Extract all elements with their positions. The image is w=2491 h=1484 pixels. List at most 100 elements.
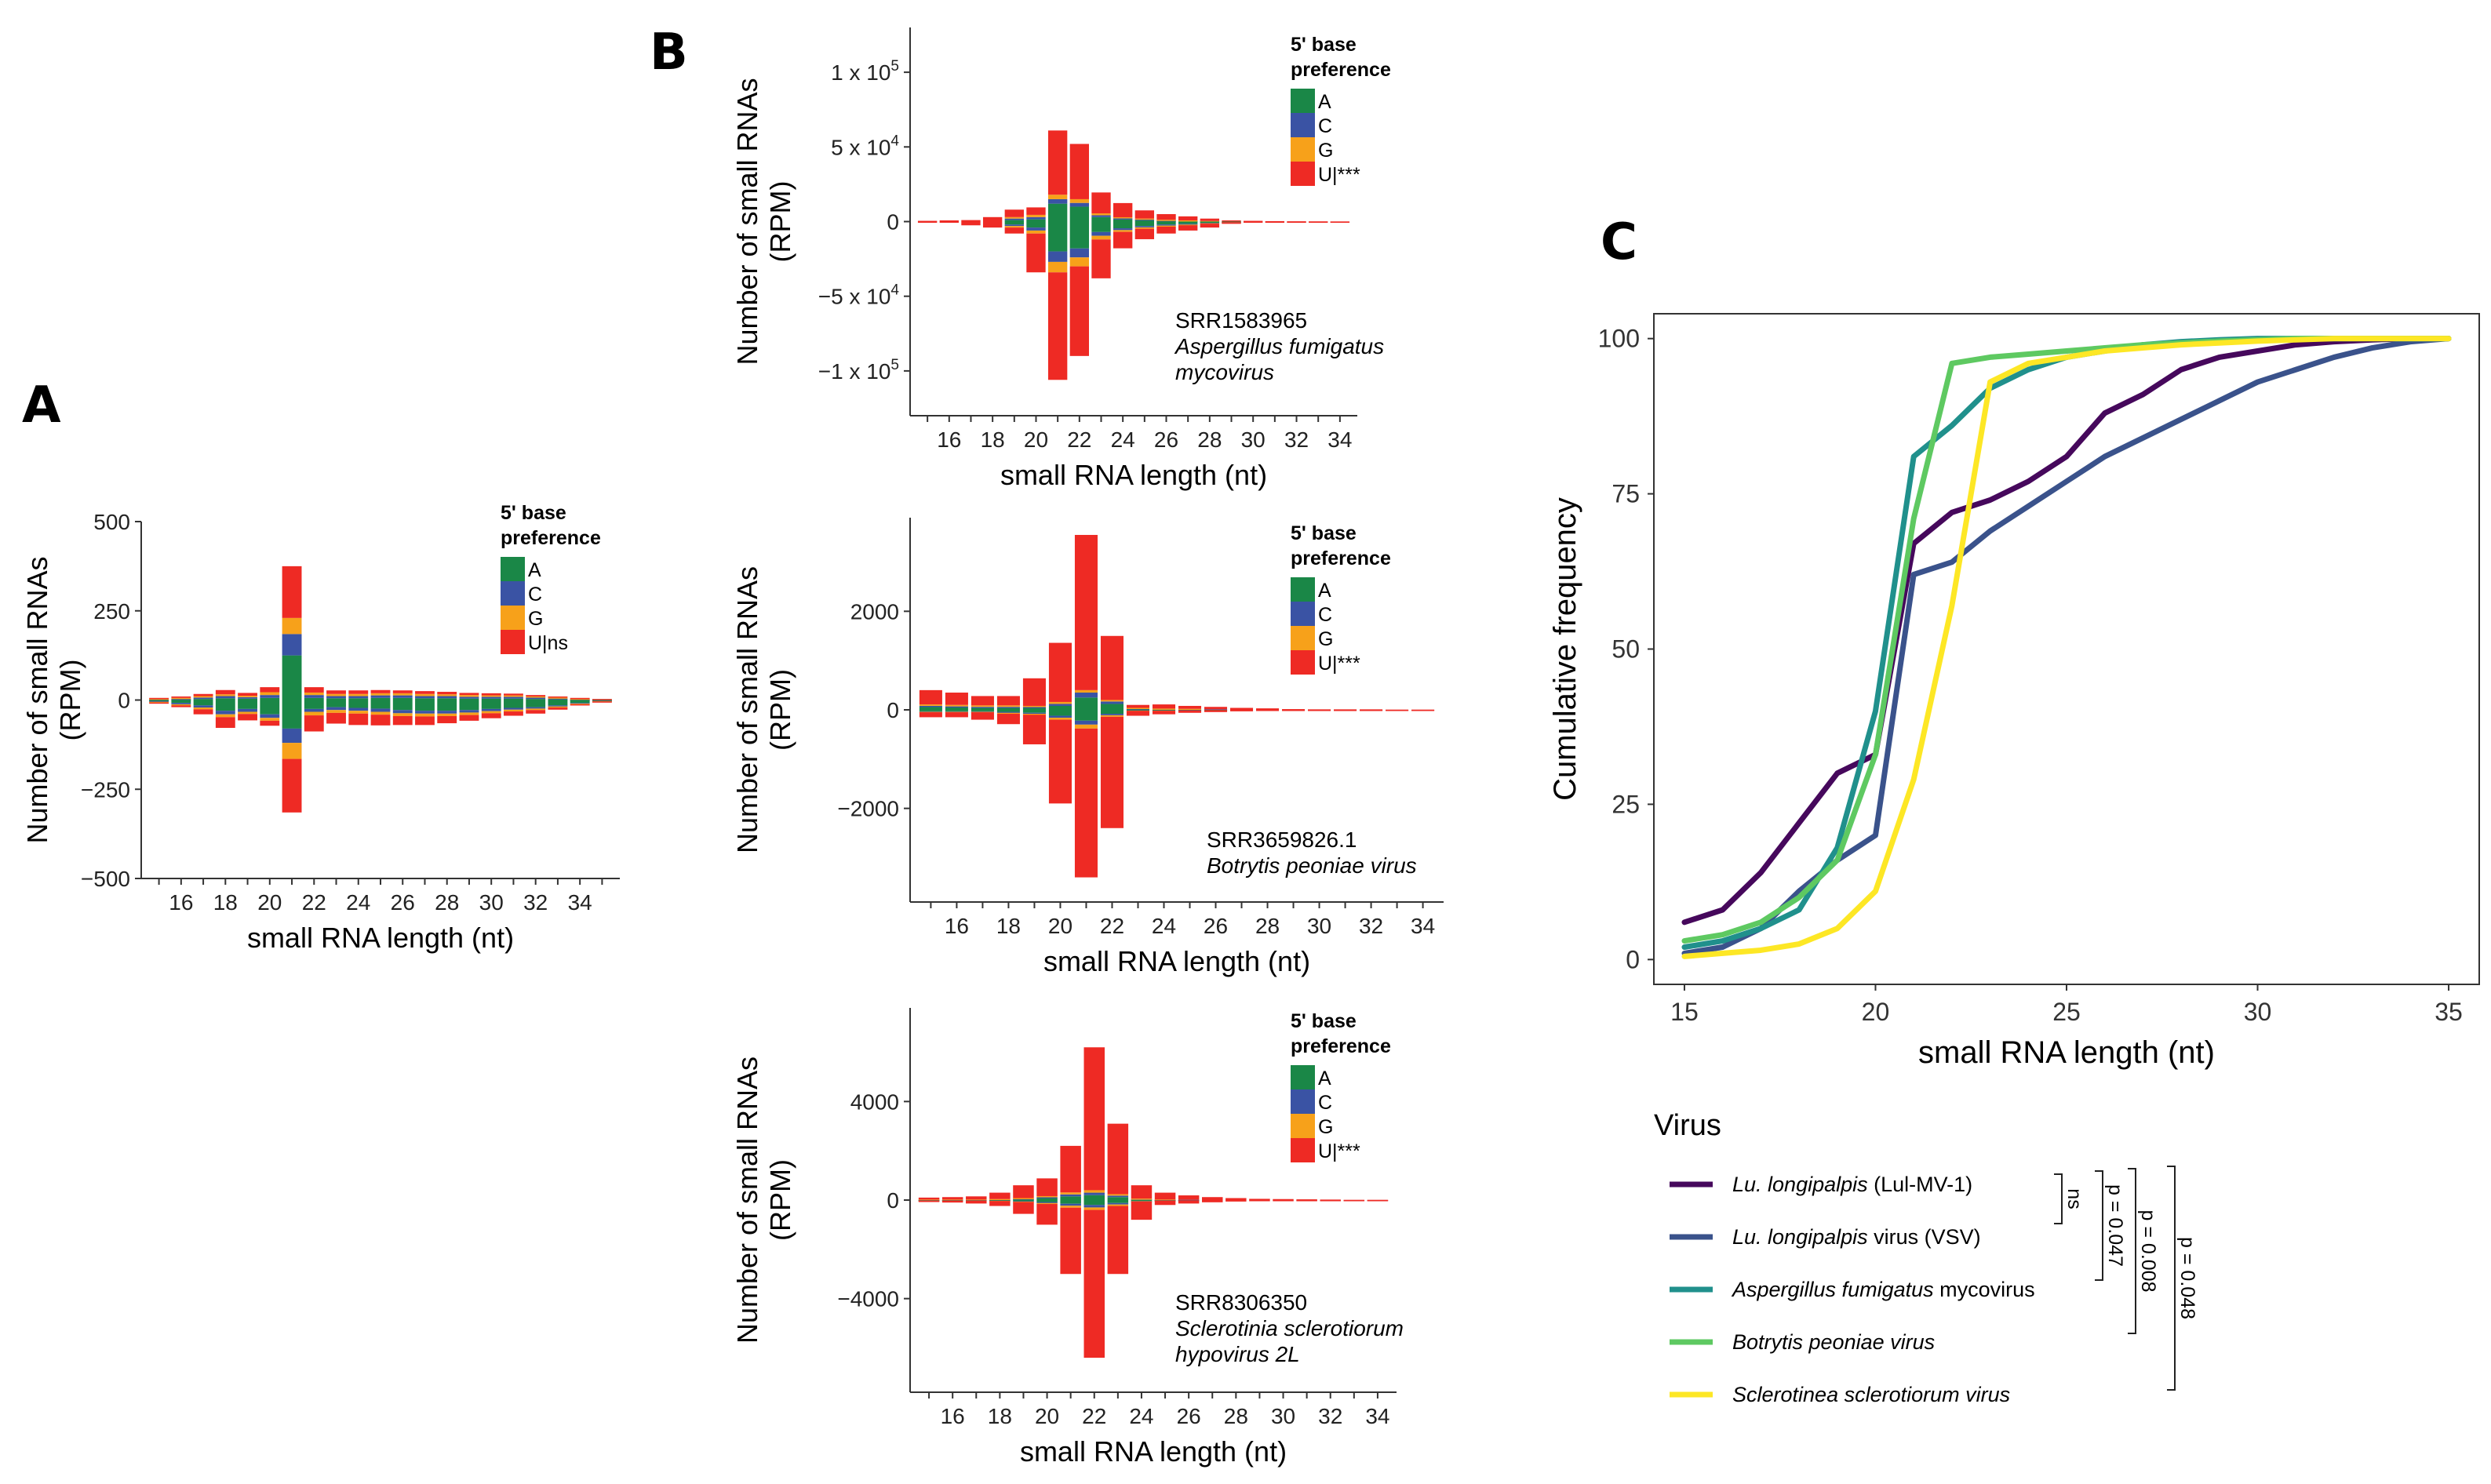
bar-segment-pos-C: [1100, 701, 1123, 704]
y-tick-label: 75: [1612, 480, 1640, 508]
bar-segment-neg-U: [415, 716, 435, 726]
bar-segment-neg-A: [326, 700, 346, 707]
bar-segment-neg-U: [1091, 239, 1111, 278]
virus-name-line2: mycovirus: [1175, 360, 1274, 384]
y-axis-title-line2: (RPM): [764, 1159, 796, 1241]
y-tick-label: 25: [1612, 790, 1640, 818]
bar-segment-neg-A: [392, 700, 413, 711]
x-tick-label: 25: [2052, 998, 2081, 1026]
y-tick-label: −5 x 104: [818, 282, 900, 309]
y-tick-label: −4000: [837, 1287, 899, 1311]
bar-segment-neg-U: [1411, 710, 1435, 711]
legend-key-A: [1291, 1065, 1315, 1089]
bar-segment-neg-U: [459, 715, 479, 721]
legend-key-C: [1291, 1089, 1315, 1114]
bar-segment-pos-A: [1022, 707, 1046, 710]
bar-segment-pos-C: [1134, 219, 1155, 221]
bar-segment-pos-A: [1004, 220, 1024, 222]
bar-segment-neg-U: [1265, 221, 1285, 223]
bar-segment-pos-C: [238, 697, 257, 699]
bar-segment-neg-U: [1060, 1207, 1081, 1275]
legend-title-line1: 5' base: [501, 502, 566, 524]
bar-segment-neg-G: [437, 713, 457, 716]
x-tick-label: 24: [346, 890, 370, 915]
bar-segment-neg-A: [1074, 710, 1098, 721]
x-tick-label: 16: [941, 1404, 965, 1428]
bar-segment-neg-G: [1156, 225, 1176, 227]
bar-segment-neg-C: [193, 705, 213, 708]
y-axis-title-line1: Number of small RNAs: [21, 556, 53, 843]
bar-segment-pos-A: [945, 707, 968, 710]
bar-segment-neg-C: [370, 708, 391, 712]
x-tick-label: 22: [302, 890, 326, 915]
bar-segment-neg-A: [1083, 1200, 1105, 1206]
legend-label-A: A: [528, 559, 541, 581]
legend-label-G: G: [1318, 140, 1333, 162]
bar-segment-neg-U: [1308, 710, 1331, 711]
x-tick-label: 20: [1862, 998, 1890, 1026]
bar-segment-neg-A: [193, 700, 213, 706]
bar-segment-pos-A: [437, 698, 457, 700]
x-tick-label: 26: [1177, 1404, 1201, 1428]
bar-segment-neg-U: [260, 720, 280, 726]
bar-segment-pos-U: [1036, 1178, 1058, 1196]
bar-segment-neg-C: [149, 700, 169, 703]
bar-segment-pos-A: [193, 699, 213, 700]
bar-segment-neg-A: [1060, 1200, 1081, 1204]
bar-segment-neg-U: [1154, 1200, 1176, 1206]
bar-segment-pos-U: [1100, 635, 1123, 700]
bar-segment-neg-U: [1360, 710, 1383, 711]
bar-segment-pos-C: [548, 698, 568, 700]
bar-segment-pos-G: [304, 692, 324, 696]
x-tick-label: 32: [1318, 1404, 1342, 1428]
bar-segment-neg-A: [548, 700, 568, 706]
bar-segment-pos-G: [149, 698, 169, 700]
bar-segment-pos-U: [437, 692, 457, 695]
bar-segment-pos-U: [917, 220, 938, 223]
series-line-2: [1681, 336, 2452, 956]
bar-segment-pos-U: [1178, 705, 1202, 709]
bar-segment-neg-U: [1022, 715, 1046, 744]
bar-segment-neg-U: [171, 705, 191, 707]
bar-segment-neg-U: [1126, 711, 1150, 716]
bar-segment-neg-U: [918, 1200, 940, 1202]
bar-segment-neg-U: [1134, 228, 1155, 239]
bar-segment-pos-A: [392, 697, 413, 700]
bar-segment-pos-A: [1036, 1198, 1058, 1200]
legend-title-line2: preference: [1291, 1035, 1391, 1057]
bar-segment-pos-C: [1074, 693, 1098, 698]
bar-segment-neg-C: [1060, 1203, 1081, 1206]
bar-segment-neg-C: [1107, 1202, 1129, 1205]
bar-segment-neg-A: [504, 700, 523, 708]
x-tick-label: 18: [213, 890, 238, 915]
legend-label-4: Botrytis peoniae virus: [1732, 1330, 1935, 1354]
bar-segment-pos-U: [215, 689, 235, 695]
bar-segment-neg-G: [1083, 1207, 1105, 1210]
panel-b3-bar-chart: 4000 0 −4000 16 18 20 22 24 26 28 30 32 34 small RNA …: [731, 1008, 1404, 1468]
bar-segment-pos-U: [1273, 1198, 1294, 1201]
bar-segment-neg-C: [1022, 712, 1046, 715]
bar-segment-pos-U: [481, 693, 501, 696]
bar-segment-neg-U: [1013, 1202, 1034, 1214]
x-tick-label: 18: [981, 427, 1005, 452]
x-tick-label: 16: [169, 890, 193, 915]
bar-segment-pos-G: [348, 693, 369, 697]
bar-segment-neg-A: [1013, 1200, 1034, 1202]
x-tick-label: 20: [257, 890, 282, 915]
bar-segment-neg-G: [1178, 224, 1198, 226]
y-axis-title-line1: Number of small RNAs: [731, 1057, 763, 1344]
bar-segment-pos-C: [1083, 1192, 1105, 1195]
bar-segment-neg-U: [1152, 711, 1176, 715]
bar-segment-pos-U: [1126, 704, 1150, 708]
bar-segment-pos-G: [1069, 198, 1089, 203]
bar-segment-pos-U: [1256, 708, 1280, 710]
significance-bracket: [2167, 1166, 2176, 1391]
bar-segment-pos-G: [1083, 1190, 1105, 1193]
bar-segment-neg-A: [370, 700, 391, 709]
bar-segment-pos-C: [370, 695, 391, 698]
bar-segment-pos-G: [1134, 218, 1155, 220]
bar-segment-pos-C: [971, 707, 994, 708]
panel-label-c: C: [1601, 213, 1637, 271]
virus-name-line2: hypovirus 2L: [1175, 1342, 1300, 1366]
legend-key-U: [1291, 162, 1315, 186]
